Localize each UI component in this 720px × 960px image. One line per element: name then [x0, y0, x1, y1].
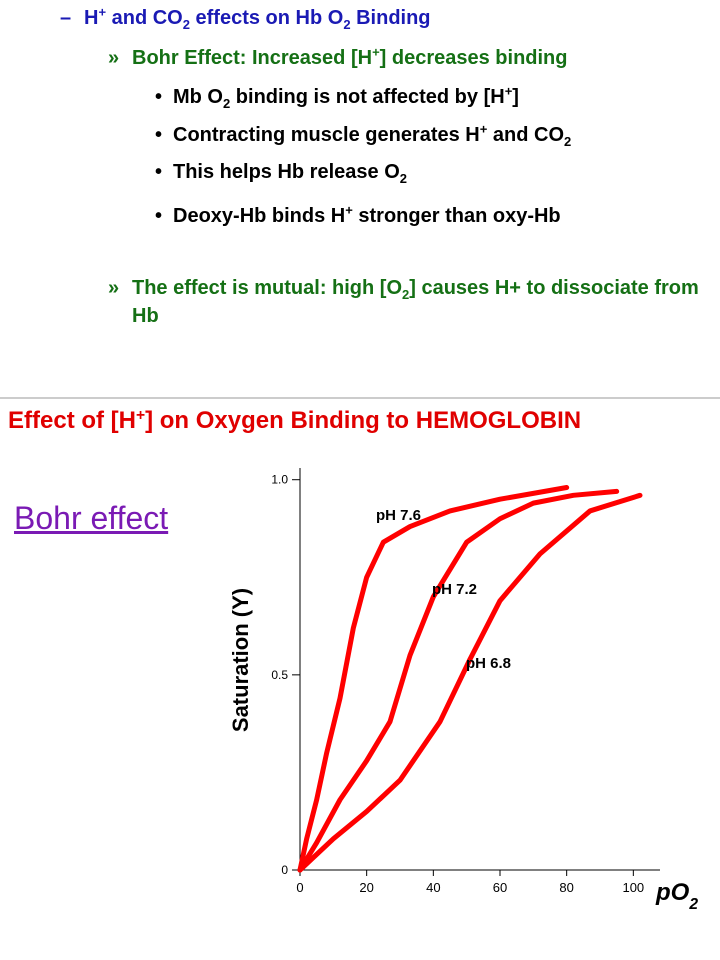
x-tick-label: 40 — [426, 880, 440, 895]
text-run: + — [98, 4, 107, 20]
text-run: and CO — [106, 7, 183, 29]
text-run: Effect of [H — [8, 407, 136, 434]
bullet-marker: • — [155, 161, 163, 183]
text-line: • This helps Hb release O2 — [155, 158, 715, 186]
curve — [297, 485, 570, 873]
text-run: Mb O — [173, 86, 223, 108]
x-tick-label: 60 — [493, 880, 507, 895]
curve-label: pH 6.8 — [466, 655, 511, 672]
text-run: Binding — [350, 7, 431, 29]
text-run: and CO — [487, 124, 565, 146]
curve — [297, 488, 620, 873]
curve-label: pH 7.2 — [432, 581, 477, 598]
x-tick-label: 20 — [359, 880, 373, 895]
text-run: Deoxy-Hb binds H — [173, 205, 346, 227]
side-label: Bohr effect — [14, 500, 169, 536]
text-line: • Mb O2 binding is not affected by [H+] — [155, 83, 715, 111]
text-line: • Deoxy-Hb binds H+ stronger than oxy-Hb — [155, 202, 715, 230]
text-run: 2 — [223, 96, 231, 111]
text-run: effects on Hb O — [189, 7, 344, 29]
y-tick-label: 0 — [281, 863, 288, 877]
curve — [297, 492, 643, 873]
x-tick-label: 80 — [559, 880, 573, 895]
text-run: 2 — [688, 896, 698, 913]
text-run: 2 — [182, 17, 190, 32]
text-run: ] decreases binding — [379, 47, 568, 69]
text-line: » Bohr Effect: Increased [H+] decreases b… — [108, 44, 708, 72]
bullet-marker: • — [155, 205, 163, 227]
text-run: The effect is mutual: high [O — [132, 277, 403, 299]
curve-label: pH 7.6 — [376, 507, 421, 524]
text-run: Bohr Effect: Increased [H — [132, 47, 373, 69]
text-run: Contracting muscle generates H — [173, 124, 480, 146]
text-run: This helps Hb release O — [173, 161, 400, 183]
y-tick-label: 0.5 — [271, 668, 288, 682]
bullet-marker: » — [108, 47, 120, 69]
chart-title: Effect of [H+] on Oxygen Binding to HEMO… — [8, 407, 581, 435]
text-run: + — [504, 83, 513, 99]
bullet-marker: • — [155, 124, 163, 146]
text-run: H — [84, 7, 99, 29]
x-tick-label: 0 — [296, 880, 303, 895]
text-run: 2 — [402, 287, 410, 302]
text-run: stronger than oxy-Hb — [352, 205, 561, 227]
bullet-marker: • — [155, 86, 163, 108]
text-run: ] causes H+ to dissociate from Hb — [132, 277, 699, 327]
text-run: + — [479, 121, 488, 137]
x-axis-label: pO2 — [655, 879, 698, 913]
y-axis-label: Saturation (Y) — [228, 588, 253, 732]
text-run: ] on Oxygen Binding to HEMOGLOBIN — [145, 407, 581, 434]
text-line: » The effect is mutual: high [O2] causes … — [108, 274, 708, 330]
text-line: – H+ and CO2 effects on Hb O2 Binding — [60, 4, 710, 32]
text-run: binding is not affected by [H — [230, 86, 505, 108]
x-tick-label: 100 — [622, 880, 644, 895]
text-line: • Contracting muscle generates H+ and CO2 — [155, 121, 715, 149]
text-run: + — [372, 44, 380, 60]
text-run: pO — [655, 879, 690, 906]
bullet-marker: – — [60, 7, 72, 29]
bullet-marker: » — [108, 277, 120, 299]
text-run: 2 — [564, 134, 572, 149]
text-run: + — [136, 407, 145, 424]
text-run: 2 — [399, 171, 407, 186]
y-tick-label: 1.0 — [271, 473, 288, 487]
text-run: + — [345, 202, 353, 218]
text-run: ] — [512, 86, 519, 108]
text-run: 2 — [343, 17, 351, 32]
